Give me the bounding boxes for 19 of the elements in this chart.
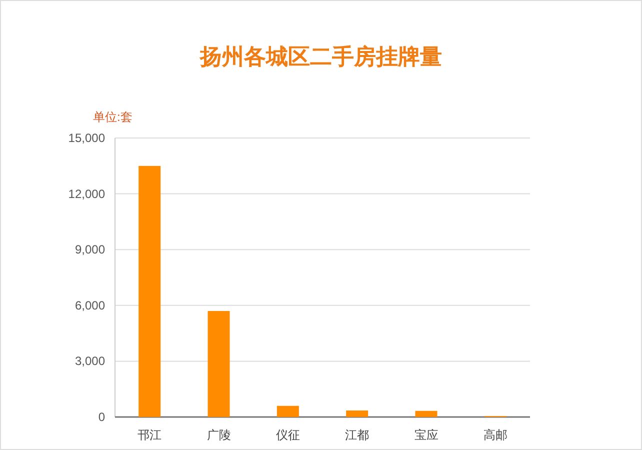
y-tick-label: 6,000 [74,298,106,312]
x-tick-label: 宝应 [414,428,438,442]
bar [346,410,368,417]
y-axis-title: 单位:套 [93,110,132,124]
y-tick-label: 9,000 [74,242,106,257]
x-tick-label: 江都 [345,428,370,442]
x-tick-label: 仪征 [276,428,300,442]
y-tick-label: 12,000 [68,186,106,201]
chart-title: 扬州各城区二手房挂牌量 [199,44,442,69]
y-tick-label: 3,000 [74,354,106,368]
x-tick-label: 邗江 [138,428,162,442]
x-tick-label: 高邮 [483,428,508,442]
bar [208,310,230,417]
bar [415,410,438,417]
y-tick-label: 0 [98,410,106,424]
bar [276,406,299,417]
y-tick-label: 15,000 [68,131,106,145]
bar [138,166,161,417]
x-tick-label: 广陵 [206,428,231,442]
